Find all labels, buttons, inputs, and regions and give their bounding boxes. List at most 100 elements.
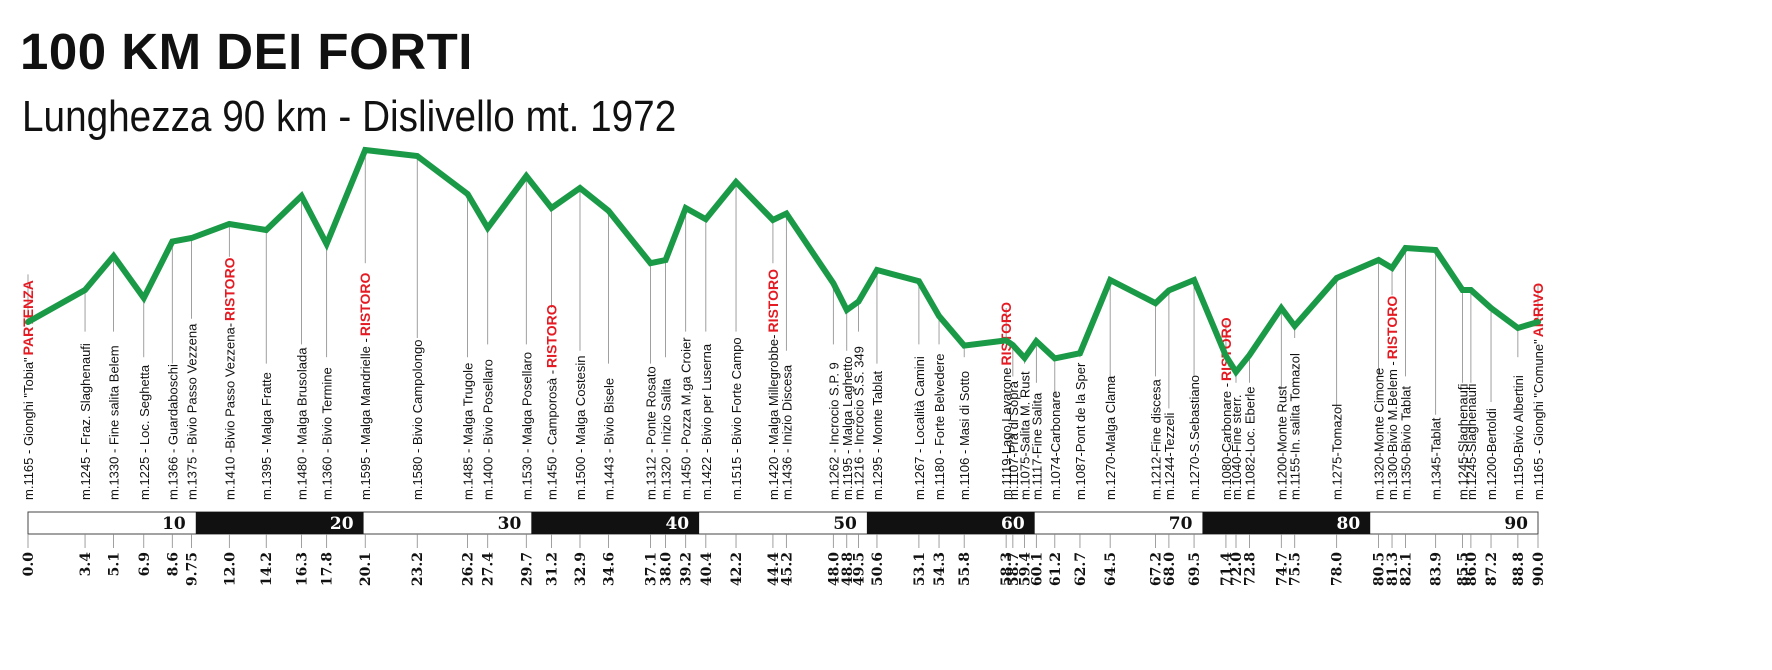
waypoint-label: m.1262 - Incrocio S.P. 9: [826, 362, 841, 500]
x-tick-label: 8.6: [165, 552, 181, 576]
waypoint-label: m.1345-Tablat: [1429, 417, 1444, 500]
km-band-label: 20: [330, 514, 354, 534]
waypoint-label: m.1200-Monte Rust: [1274, 385, 1289, 500]
x-tick-label: 61.2: [1048, 552, 1064, 586]
waypoint-label: m.1295 - Monte Tablat: [870, 371, 885, 500]
x-tick-label: 82.1: [1398, 552, 1414, 586]
waypoint-label: m.1420 - Malga Millegrobbe-RISTORO: [765, 269, 781, 500]
waypoint-label: m.1580 - Bivio Campolongo: [410, 340, 425, 500]
km-band-label: 30: [498, 514, 522, 534]
waypoint-label: m.1375 - Bivio Passo Vezzena: [185, 323, 200, 500]
waypoint-label: m.1595 - Malga Mandrielle -RISTORO: [357, 273, 373, 500]
x-tick-label: 23.2: [410, 552, 426, 586]
x-tick-label: 32.9: [573, 552, 589, 586]
waypoint-label: m.1275-Tomazol: [1330, 404, 1345, 500]
waypoint-label: m.1312 - Ponte Rosato: [643, 366, 658, 500]
x-tick-label: 53.1: [912, 552, 928, 586]
waypoint-label: m.1245 - Fraz. Slaghenaufi: [78, 343, 93, 500]
waypoint-label: m.1320 - Inizio Salita: [659, 378, 674, 500]
km-band-segment: [195, 512, 364, 534]
x-tick-label: 50.6: [870, 552, 886, 586]
waypoint-label: m.1350-Bivio Tablat: [1398, 386, 1413, 500]
x-tick-label: 69.5: [1187, 552, 1203, 586]
waypoint-label: m.1106 - Masi di Sotto: [957, 371, 972, 500]
waypoint-label: m.1200-Bertoldi: [1484, 408, 1499, 500]
x-tick-label: 62.7: [1073, 552, 1089, 586]
waypoint-label: m.1330 - Fine salita Belem: [107, 345, 122, 500]
x-tick-label: 12.0: [222, 552, 238, 586]
x-tick-label: 0.0: [21, 552, 37, 577]
x-tick-label: 9.75: [185, 552, 201, 586]
waypoint-label: m.1360 - Bivio Termine: [320, 367, 335, 500]
x-tick-label: 34.6: [602, 552, 618, 586]
x-tick-label: 27.4: [481, 552, 497, 586]
x-tick-label: 81.3: [1385, 552, 1401, 586]
km-band-segment: [866, 512, 1035, 534]
elevation-line: [25, 146, 1541, 378]
x-tick-label: 72.0: [1229, 552, 1245, 586]
x-tick-label: 49.5: [852, 552, 868, 586]
x-tick-label: 48.8: [840, 552, 856, 586]
km-band-segment: [1202, 512, 1371, 534]
waypoint-label: m.1245-Slaghenaufi: [1456, 384, 1471, 500]
waypoint-label: m.1075-Salita M. Rust: [1018, 371, 1033, 500]
waypoint-label: m.1180 - Forte Belvedere: [932, 354, 947, 500]
km-band-label: 50: [833, 514, 857, 534]
waypoint-label: m.1195 - Malga Laghetto: [840, 356, 855, 500]
x-tick-label: 55.8: [957, 552, 973, 586]
x-tick-label: 64.5: [1103, 552, 1119, 586]
x-tick-label: 85.5: [1456, 552, 1472, 586]
waypoint-label: m.1245-Slaghenaufi: [1464, 384, 1479, 500]
page-subtitle: Lunghezza 90 km - Dislivello mt. 1972: [22, 92, 677, 141]
waypoint-label: m.1300-Bivio M.Belem -RISTORO: [1384, 296, 1400, 500]
x-tick-label: 20.1: [358, 552, 374, 586]
x-tick-label: 54.3: [932, 552, 948, 586]
waypoint-label: m.1165 - Gionghi "Comune"ARRIVO: [1530, 283, 1546, 500]
x-tick-label: 58.3: [999, 552, 1015, 586]
x-tick-label: 60.1: [1029, 552, 1045, 586]
x-tick-label: 29.7: [519, 552, 535, 586]
km-band-label: 40: [665, 514, 689, 534]
waypoint-label: m.1530 - Malga Posellaro: [519, 352, 534, 500]
x-tick-label: 90.0: [1531, 552, 1547, 586]
x-tick-label: 37.1: [643, 552, 659, 586]
waypoint-label: m.1410 -Bivio Passo Vezzena-RISTORO: [221, 257, 237, 500]
waypoint-label: m.1225 - Loc. Seghetta: [137, 364, 152, 500]
x-tick-label: 88.8: [1511, 552, 1527, 586]
waypoint-label: m.1155-In. salita Tomazol: [1288, 353, 1303, 500]
waypoint-label: m.1087-Pont de la Sper: [1073, 362, 1088, 500]
x-tick-label: 78.0: [1330, 552, 1346, 586]
waypoint-label: m.1165 - Gionghi "Tobia"PARTENZA: [20, 280, 36, 500]
waypoint-label: m.1443 - Bivio Bisele: [602, 378, 617, 500]
x-tick-label: 75.5: [1288, 552, 1304, 586]
waypoint-label: m.1270-Malga Clama: [1103, 375, 1118, 500]
km-band-segment: [531, 512, 700, 534]
km-band-label: 90: [1504, 514, 1528, 534]
km-band-label: 70: [1169, 514, 1193, 534]
x-tick-label: 39.2: [679, 552, 695, 586]
page-title: 100 KM DEI FORTI: [20, 23, 473, 80]
x-tick-label: 5.1: [107, 552, 123, 576]
waypoint-label: m.1082-Loc. Eberle: [1242, 387, 1257, 500]
x-tick-label: 38.0: [659, 552, 675, 586]
x-tick-label: 44.4: [766, 552, 782, 586]
waypoint-label: m.1320-Monte Cimone: [1372, 368, 1387, 500]
km-band-label: 60: [1001, 514, 1025, 534]
x-tick-label: 71.4: [1219, 552, 1235, 586]
waypoint-label: m.1450 - Camporosà -RISTORO: [543, 304, 559, 500]
waypoint-label: m.1366 - Guardaboschi: [165, 364, 180, 500]
waypoint-label: m.1074-Carbonare: [1048, 391, 1063, 500]
waypoint-label: m.1267 - Località Camini: [912, 356, 927, 500]
waypoint-label: m.1107-Prà di Sopra: [1006, 380, 1021, 500]
x-tick-label: 68.0: [1162, 552, 1178, 586]
x-tick-label: 14.2: [259, 552, 275, 586]
km-band-label: 10: [162, 514, 186, 534]
waypoint-label: m.1119-Lago LavaroneRISTORO: [998, 302, 1014, 500]
x-tick-label: 58.7: [1006, 552, 1022, 586]
waypoint-label: m.1216 - Incrocio S.S. 349: [852, 346, 867, 500]
x-tick-label: 6.9: [137, 552, 153, 576]
x-tick-label: 67.2: [1148, 552, 1164, 586]
x-tick-label: 80.5: [1372, 552, 1388, 586]
km-band: [27, 511, 1539, 535]
waypoint-label: m.1117-Fine Salita: [1029, 392, 1044, 500]
